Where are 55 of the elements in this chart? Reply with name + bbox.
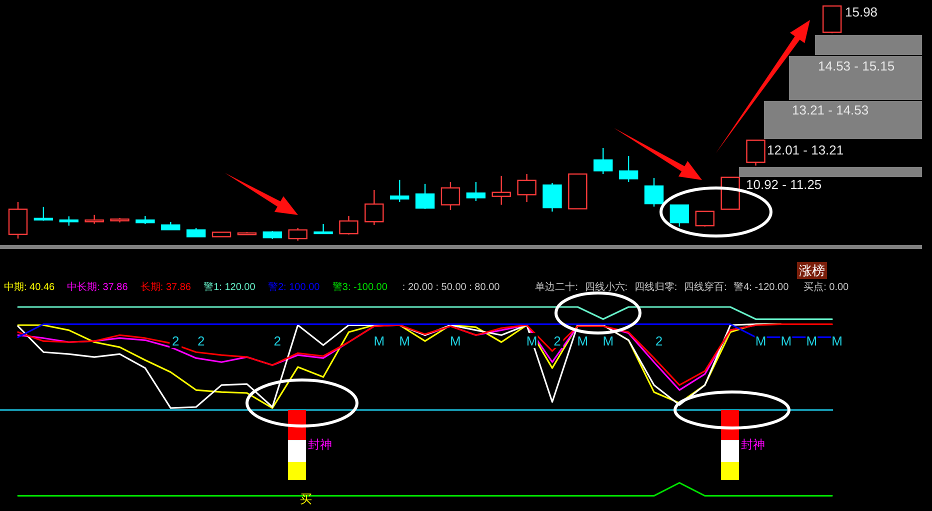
candlestick [364, 189, 384, 226]
annotation: 2 [172, 334, 180, 349]
annotation: M [526, 334, 538, 349]
text: 中长期: 37.86 [67, 281, 128, 293]
annotation: M [399, 334, 410, 349]
annotation: 14.53 - 15.15 [818, 58, 895, 74]
annotation: M [806, 334, 818, 349]
text: 警4: -120.00 [734, 281, 790, 293]
candlestick [542, 182, 562, 212]
text: : 20.00 : 50.00 : 80.00 [402, 282, 500, 293]
annotation: M [577, 334, 588, 349]
candlestick [618, 155, 638, 183]
annotation: M [374, 334, 385, 349]
candlestick [746, 140, 766, 166]
text: 四线归零: [634, 281, 678, 293]
annotation: 12.01 - 13.21 [767, 142, 844, 158]
candlestick [288, 227, 308, 242]
text: 警2: 100.00 [268, 281, 320, 293]
candlestick [594, 147, 613, 175]
annotation: 13.21 - 14.53 [792, 102, 869, 118]
annotation: 10.92 - 11.25 [746, 177, 822, 192]
text: 四线穿百: [684, 281, 727, 293]
annotation: 2 [197, 334, 205, 349]
candlestick [34, 206, 54, 222]
text: 长期: 37.86 [140, 281, 192, 293]
candlestick [440, 181, 460, 211]
text: 四线小六: [584, 281, 628, 293]
annotation: M [602, 334, 614, 349]
text: 中期: 40.46 [4, 281, 56, 293]
candlestick [492, 175, 511, 206]
candlestick [314, 223, 333, 234]
candlestick [466, 181, 486, 202]
annotation: 2 [274, 334, 282, 349]
candlestick [59, 216, 78, 226]
candlestick [517, 173, 536, 203]
annotation: 2 [655, 334, 663, 349]
candlestick [415, 183, 435, 210]
annotation: 买 [300, 492, 312, 506]
candlestick [670, 204, 690, 228]
annotation: 2 [554, 334, 561, 349]
annotation: 封神 [308, 437, 332, 452]
candlestick [644, 177, 664, 208]
text: 单边二十: [535, 281, 578, 293]
annotation: 封神 [741, 437, 765, 452]
candlestick [390, 179, 410, 203]
candlestick [339, 215, 358, 236]
annotation: M [832, 334, 842, 349]
series-label: 警1: 120.00 [204, 281, 256, 293]
text: 15.98 [845, 4, 878, 20]
annotation: M [780, 334, 792, 349]
annotation: M [755, 334, 766, 349]
annotation: M [450, 334, 461, 349]
text: 买点: 0.00 [804, 281, 850, 293]
candlestick [695, 210, 714, 228]
text: 警3: -100.00 [332, 281, 388, 293]
